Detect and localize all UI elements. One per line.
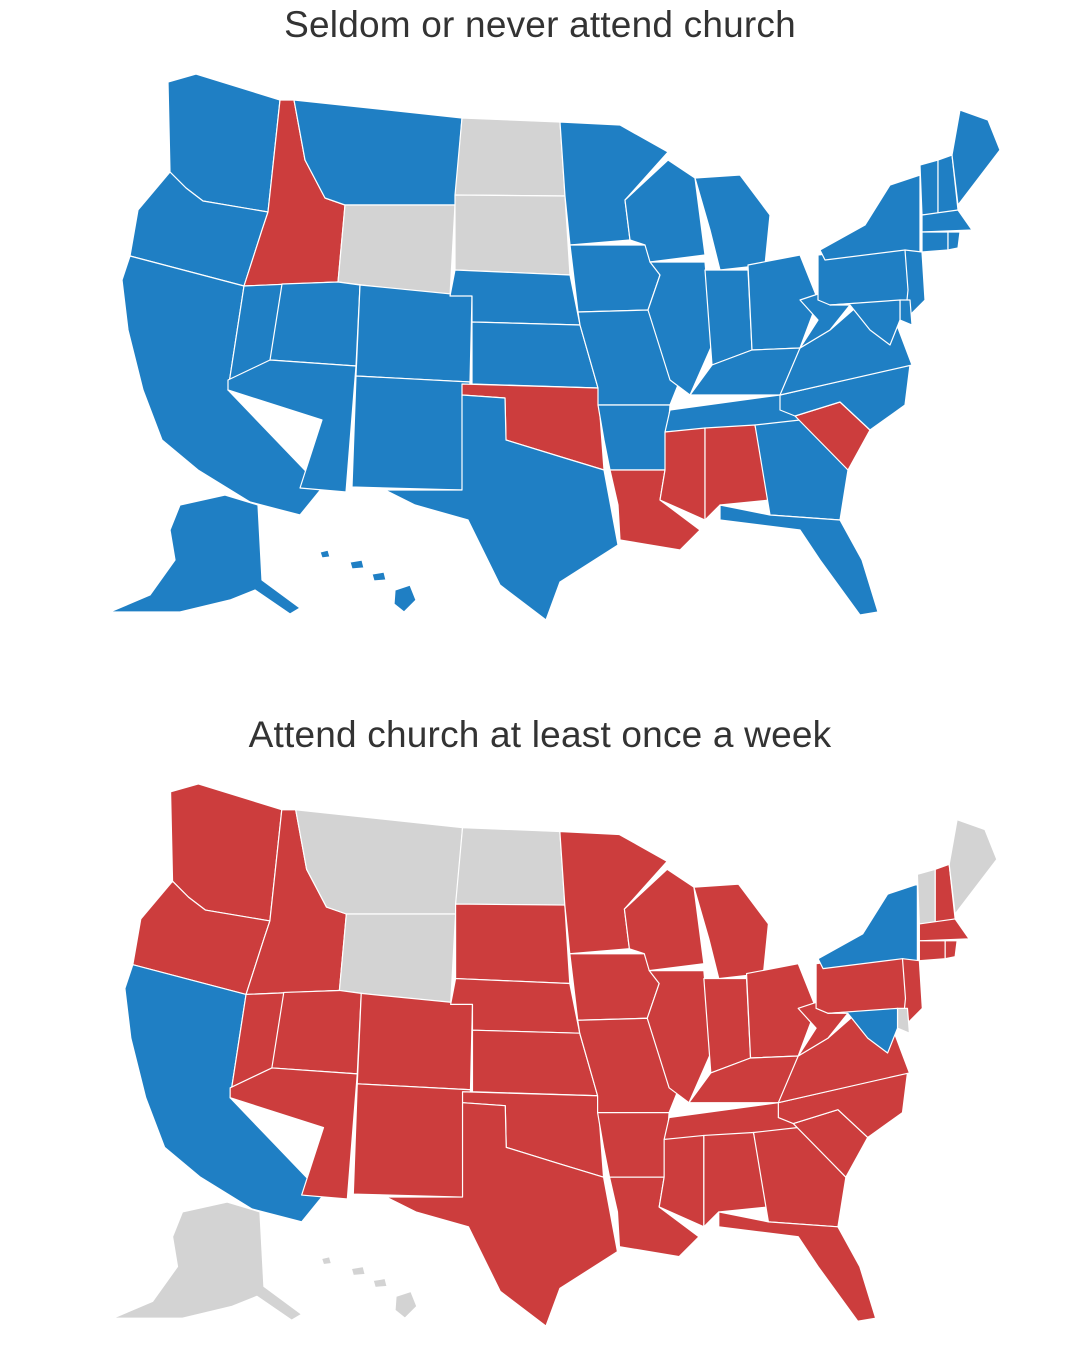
state-nc (779, 364, 911, 431)
state-vt (919, 159, 939, 216)
state-az (229, 1067, 358, 1200)
state-nm (352, 1083, 472, 1198)
state-hi (320, 1256, 418, 1319)
state-ga (754, 419, 849, 521)
state-co (356, 992, 474, 1091)
state-fl (719, 504, 879, 616)
state-wi (624, 159, 706, 263)
state-co (355, 284, 473, 383)
state-ms (659, 427, 706, 521)
state-ms (658, 1134, 705, 1228)
state-mi (693, 883, 770, 980)
state-in (704, 269, 753, 366)
state-mi (694, 174, 771, 271)
state-ak (109, 494, 301, 615)
state-wy (337, 204, 456, 297)
state-ri (947, 231, 961, 251)
state-ks (471, 321, 599, 389)
state-ia (569, 953, 660, 1021)
map-title-weekly: Attend church at least once a week (248, 714, 832, 755)
state-ct (918, 940, 946, 962)
state-hi (319, 549, 417, 613)
state-in (703, 977, 752, 1074)
state-tx (384, 394, 619, 621)
state-nc (777, 1072, 909, 1139)
state-ia (569, 244, 661, 313)
state-ar (597, 1112, 670, 1178)
state-sd (454, 194, 571, 276)
state-ak (112, 1201, 303, 1321)
map-title-seldom: Seldom or never attend church (284, 4, 796, 45)
state-wy (338, 913, 457, 1005)
state-oh (745, 963, 817, 1059)
state-md (829, 299, 901, 346)
state-ut (271, 989, 362, 1075)
state-ks (471, 1029, 599, 1097)
state-sd (454, 903, 571, 985)
state-az (227, 359, 357, 493)
state-nd (454, 827, 566, 906)
state-ny (819, 174, 921, 261)
state-nd (454, 117, 566, 197)
state-de (899, 299, 913, 326)
state-wi (623, 868, 705, 972)
state-ma (918, 918, 970, 942)
state-ut (269, 281, 361, 367)
state-fl (718, 1211, 877, 1322)
state-ct (921, 231, 949, 253)
state-ma (921, 209, 973, 233)
state-ar (597, 404, 671, 471)
state-ri (944, 940, 958, 960)
state-nm (351, 375, 471, 491)
state-de (896, 1007, 911, 1034)
us-map-seldom-attend (109, 73, 1001, 621)
state-oh (747, 254, 819, 351)
us-map-weekly-attend (112, 783, 998, 1327)
state-ga (752, 1126, 847, 1228)
state-al (703, 1131, 770, 1228)
state-md (827, 1007, 899, 1054)
state-tx (385, 1102, 619, 1327)
state-me (951, 109, 1001, 206)
state-ny (817, 883, 918, 970)
state-me (948, 819, 998, 915)
state-al (704, 424, 771, 521)
state-vt (916, 868, 936, 925)
